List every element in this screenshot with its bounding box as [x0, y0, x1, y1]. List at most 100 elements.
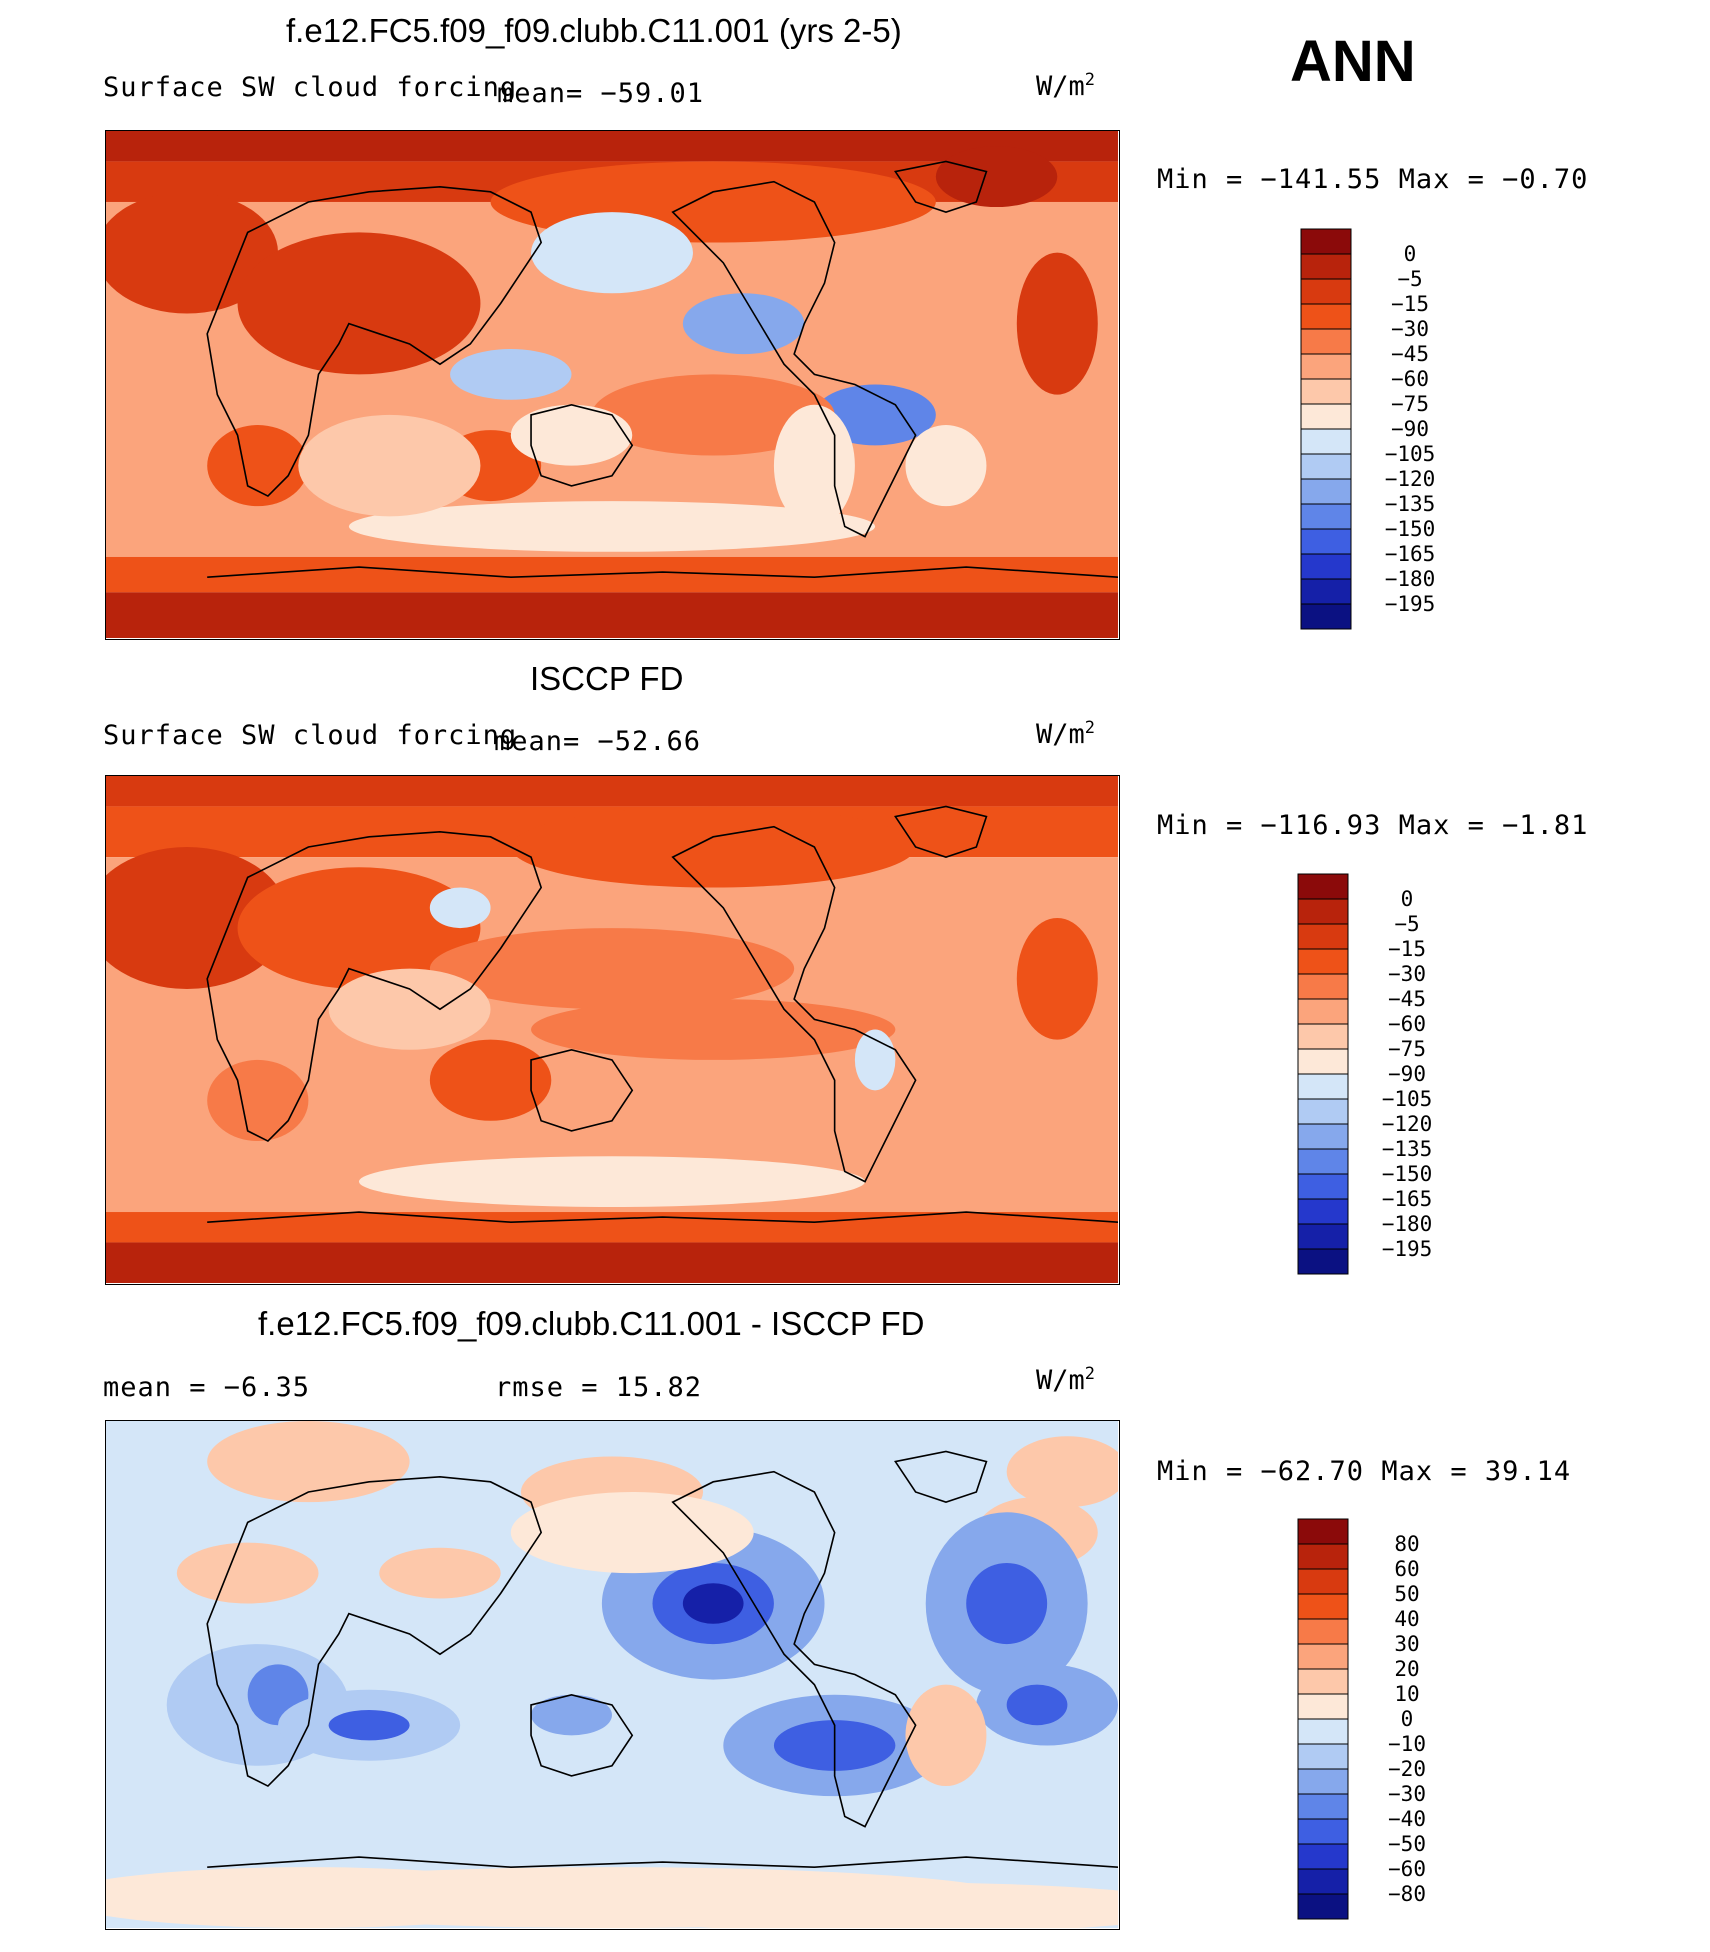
- field-contour: [298, 414, 481, 517]
- colorbar-tick-label: −165: [1382, 1187, 1433, 1211]
- coastline: [671, 825, 917, 1183]
- colorbar-tick-label: −30: [1388, 1782, 1426, 1806]
- field-contour: [966, 1562, 1048, 1645]
- season-label: ANN: [1290, 29, 1416, 94]
- panel-rmse: rmse = 15.82: [495, 1372, 703, 1403]
- colorbar-tick-label: −15: [1388, 937, 1426, 961]
- map-model: [105, 130, 1120, 640]
- coastline: [530, 403, 634, 487]
- colorbar-swatch: [1297, 1793, 1349, 1820]
- colorbar-swatch: [1300, 378, 1352, 405]
- colorbar-tick-label: 0: [1401, 1707, 1414, 1731]
- colorbar-swatch: [1297, 1198, 1349, 1225]
- field-band: [106, 592, 1118, 638]
- field-contour: [1016, 917, 1098, 1040]
- colorbar-tick-label: 0: [1401, 887, 1414, 911]
- coastline: [207, 1856, 1118, 1868]
- colorbar: 0 −5 −15 −30 −45 −60 −75 −90 −105 −120 −135 −150 −16…: [1300, 228, 1480, 630]
- colorbar-swatch: [1297, 1893, 1349, 1920]
- colorbar-swatch: [1297, 1048, 1349, 1075]
- field-contour: [106, 1867, 562, 1928]
- field-contour: [207, 1421, 410, 1503]
- panel-mean: mean= −59.01: [497, 78, 705, 109]
- colorbar-tick-label: −105: [1385, 442, 1436, 466]
- colorbar-swatch: [1300, 353, 1352, 380]
- colorbar-tick-label: −60: [1391, 367, 1429, 391]
- field-contour: [531, 212, 693, 294]
- colorbar-swatch: [1297, 1818, 1349, 1845]
- map-obs: [105, 775, 1120, 1285]
- colorbar-tick-label: 30: [1394, 1632, 1419, 1656]
- coastline: [206, 185, 543, 498]
- coastline: [206, 830, 543, 1143]
- colorbar-swatch: [1297, 1223, 1349, 1250]
- field-contour: [905, 425, 987, 507]
- field-contour: [328, 1709, 410, 1741]
- colorbar-swatch: [1300, 478, 1352, 505]
- field-band: [106, 776, 1118, 807]
- colorbar-swatch: [1297, 1843, 1349, 1870]
- colorbar-swatch: [1297, 1173, 1349, 1200]
- colorbar-tick-label: −40: [1388, 1807, 1426, 1831]
- colorbar-tick-label: −60: [1388, 1857, 1426, 1881]
- colorbar-tick-label: −90: [1388, 1062, 1426, 1086]
- field-contour: [207, 425, 309, 507]
- field-contour: [510, 404, 633, 466]
- colorbar-swatch: [1297, 1593, 1349, 1620]
- colorbar-tick-label: 20: [1394, 1657, 1419, 1681]
- field-contour: [510, 806, 916, 888]
- colorbar-swatch: [1297, 1518, 1349, 1545]
- colorbar-swatch: [1297, 1568, 1349, 1595]
- colorbar-tick-label: −45: [1391, 342, 1429, 366]
- colorbar-tick-label: 0: [1404, 242, 1417, 266]
- panel-title: f.e12.FC5.f09_f09.clubb.C11.001 - ISCCP …: [258, 1305, 925, 1342]
- colorbar-swatch: [1300, 253, 1352, 280]
- colorbar-swatch: [1300, 278, 1352, 305]
- colorbar-tick-label: −165: [1385, 542, 1436, 566]
- field-contour: [531, 1694, 612, 1736]
- colorbar-tick-label: −50: [1388, 1832, 1426, 1856]
- panel-title: ISCCP FD: [530, 660, 684, 697]
- panel-mean: mean = −6.35: [103, 1372, 311, 1403]
- colorbar-tick-label: 40: [1394, 1607, 1419, 1631]
- colorbar-swatch: [1300, 328, 1352, 355]
- field-contour: [682, 1583, 744, 1624]
- field-band: [106, 1242, 1118, 1283]
- field-contour: [328, 968, 491, 1050]
- colorbar-tick-label: −5: [1394, 912, 1419, 936]
- coastline: [530, 1693, 634, 1777]
- field-contour: [348, 501, 876, 552]
- colorbar-swatch: [1300, 503, 1352, 530]
- colorbar-tick-label: −120: [1385, 467, 1436, 491]
- units-label: W/m2: [1036, 1364, 1096, 1396]
- colorbar-swatch: [1297, 1023, 1349, 1050]
- field-contour: [1006, 1684, 1068, 1726]
- colorbar-tick-label: −195: [1382, 1237, 1433, 1261]
- field-contour: [935, 146, 1058, 208]
- colorbar: 80 60 50 40 30 20 10 0 −10 −20 −30 −40 −50 −60 −80: [1297, 1518, 1477, 1920]
- map-plot: [106, 1421, 1118, 1928]
- colorbar-swatch: [1297, 1098, 1349, 1125]
- coastline: [671, 1470, 917, 1828]
- colorbar-swatch: [1297, 923, 1349, 950]
- field-contour: [207, 1059, 309, 1142]
- colorbar-swatch: [1297, 973, 1349, 1000]
- colorbar-swatch: [1297, 1693, 1349, 1720]
- colorbar-tick-label: −80: [1388, 1882, 1426, 1906]
- colorbar-swatch: [1297, 1668, 1349, 1695]
- panel-minmax: Min = −116.93 Max = −1.81: [1157, 810, 1589, 841]
- field-contour: [237, 232, 481, 375]
- colorbar-tick-label: −45: [1388, 987, 1426, 1011]
- colorbar-swatch: [1300, 228, 1352, 255]
- colorbar-swatch: [1297, 948, 1349, 975]
- colorbar-tick-label: −135: [1385, 492, 1436, 516]
- colorbar-swatch: [1297, 998, 1349, 1025]
- map-plot: [106, 131, 1118, 638]
- colorbar-tick-label: −10: [1388, 1732, 1426, 1756]
- colorbar-tick-label: 80: [1394, 1532, 1419, 1556]
- field-contour: [176, 1542, 319, 1604]
- field-contour: [429, 887, 491, 929]
- field-contour: [531, 999, 896, 1060]
- field-contour: [450, 349, 572, 400]
- colorbar-tick-label: −105: [1382, 1087, 1433, 1111]
